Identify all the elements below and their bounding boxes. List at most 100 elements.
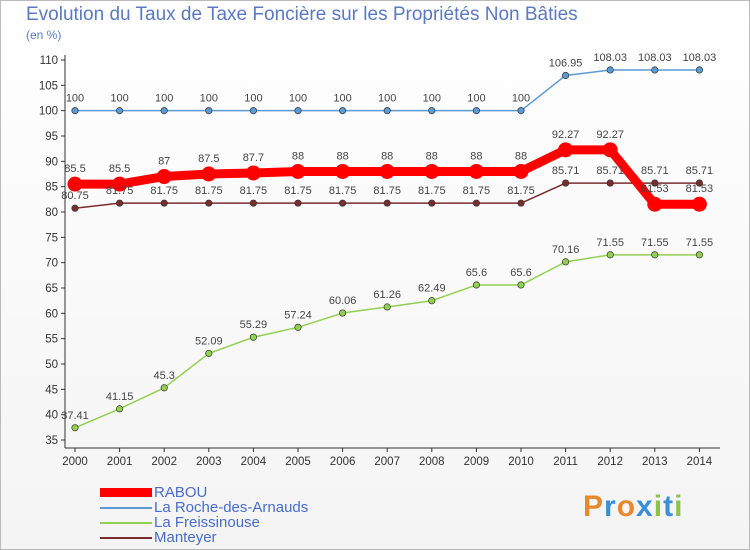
data-label: 71.55 — [686, 237, 714, 249]
series-line-2 — [74, 254, 700, 429]
data-label: 87.5 — [198, 153, 219, 165]
x-tick-label: 2006 — [330, 456, 356, 468]
y-tick-label: 85 — [45, 182, 58, 194]
legend-item: La Roche-des-Arnauds — [100, 500, 308, 515]
data-point-3 — [383, 199, 391, 207]
data-point-0 — [67, 176, 83, 192]
data-label: 85.71 — [641, 165, 669, 177]
x-tick-label: 2011 — [553, 456, 578, 468]
data-label: 108.03 — [593, 52, 627, 64]
legend-swatch — [100, 506, 152, 509]
data-point-1 — [651, 66, 659, 74]
data-label: 81.75 — [418, 185, 446, 197]
proxiti-logo: Proxiti — [583, 490, 683, 524]
logo-letter: t — [663, 490, 675, 523]
legend-swatch — [100, 521, 152, 524]
y-tick-label: 90 — [45, 156, 58, 168]
data-label: 100 — [66, 93, 84, 105]
data-label: 81.75 — [284, 185, 312, 197]
y-tick-label: 45 — [45, 384, 58, 396]
data-label: 81.75 — [195, 185, 223, 197]
data-label: 81.75 — [329, 185, 357, 197]
data-point-1 — [205, 107, 213, 115]
data-point-2 — [517, 281, 525, 289]
x-tick-label: 2004 — [241, 456, 267, 468]
x-tick-label: 2008 — [419, 456, 445, 468]
data-point-0 — [335, 163, 351, 179]
data-label: 70.16 — [552, 244, 580, 256]
data-point-0 — [647, 196, 663, 212]
data-label: 81.75 — [373, 185, 401, 197]
data-point-1 — [71, 107, 79, 115]
x-tick-label: 2007 — [374, 456, 400, 468]
data-label: 60.06 — [329, 295, 357, 307]
data-label: 85.71 — [686, 165, 714, 177]
data-label: 87 — [158, 156, 170, 168]
data-label: 88 — [381, 150, 393, 162]
y-tick-label: 95 — [45, 131, 58, 143]
y-tick-label: 110 — [40, 55, 58, 67]
data-label: 92.27 — [552, 129, 580, 141]
data-point-1 — [428, 107, 436, 115]
data-label: 52.09 — [195, 335, 223, 347]
data-label: 81.53 — [641, 183, 669, 195]
data-point-2 — [606, 251, 614, 259]
data-label: 81.75 — [507, 185, 535, 197]
legend-label: Manteyer — [154, 529, 217, 546]
x-tick-label: 2013 — [642, 456, 668, 468]
data-point-0 — [424, 163, 440, 179]
axes: 35 40 45 50 55 60 65 70 75 80 85 90 95 100 105 110 2000 2… — [39, 55, 720, 468]
data-point-3 — [651, 179, 659, 187]
legend-swatch — [100, 488, 152, 497]
series-points — [67, 66, 707, 432]
data-point-1 — [160, 107, 168, 115]
data-point-3 — [428, 199, 436, 207]
data-point-0 — [290, 163, 306, 179]
y-tick-label: 50 — [45, 359, 58, 371]
data-point-2 — [428, 297, 436, 305]
x-tick-label: 2005 — [285, 456, 311, 468]
data-point-0 — [245, 165, 261, 181]
x-tick-label: 2012 — [597, 456, 623, 468]
data-point-1 — [472, 107, 480, 115]
data-label: 106.95 — [549, 57, 583, 69]
data-point-1 — [116, 107, 124, 115]
data-label: 61.26 — [373, 289, 401, 301]
data-label: 100 — [512, 93, 530, 105]
data-label: 81.75 — [150, 185, 178, 197]
data-label: 100 — [200, 93, 218, 105]
data-label: 100 — [467, 93, 485, 105]
x-tick-label: 2010 — [508, 456, 534, 468]
y-tick-label: 40 — [45, 410, 58, 422]
x-tick-label: 2009 — [464, 456, 490, 468]
data-point-0 — [468, 163, 484, 179]
chart-title: Evolution du Taux de Taxe Foncière sur l… — [26, 4, 578, 25]
data-label: 41.15 — [106, 391, 134, 403]
data-label: 81.75 — [463, 185, 491, 197]
legend-label: La Roche-des-Arnauds — [154, 499, 309, 516]
data-label: 108.03 — [638, 52, 672, 64]
data-label: 71.55 — [641, 237, 669, 249]
data-label: 100 — [244, 93, 262, 105]
data-point-2 — [651, 251, 659, 259]
data-point-0 — [513, 163, 529, 179]
legend: RABOU La Roche-des-Arnauds La Freissinouse… — [100, 485, 308, 545]
data-point-1 — [562, 71, 570, 80]
line-chart: 35 40 45 50 55 60 65 70 75 80 85 90 95 100 105 110 2000 2… — [39, 52, 720, 468]
data-point-2 — [383, 303, 391, 311]
legend-item: RABOU — [100, 485, 308, 500]
data-point-3 — [205, 199, 213, 207]
data-point-0 — [379, 163, 395, 179]
data-point-3 — [249, 199, 257, 207]
data-point-2 — [562, 258, 570, 266]
y-tick-label: 100 — [39, 106, 58, 118]
data-label: 87.7 — [243, 152, 264, 164]
legend-item: La Freissinouse — [100, 515, 308, 530]
y-unit-label: (en %) — [26, 28, 62, 42]
data-point-0 — [558, 142, 574, 158]
data-point-2 — [116, 405, 124, 413]
y-tick-label: 70 — [45, 258, 58, 270]
data-label: 100 — [378, 93, 396, 105]
data-point-0 — [201, 166, 217, 182]
